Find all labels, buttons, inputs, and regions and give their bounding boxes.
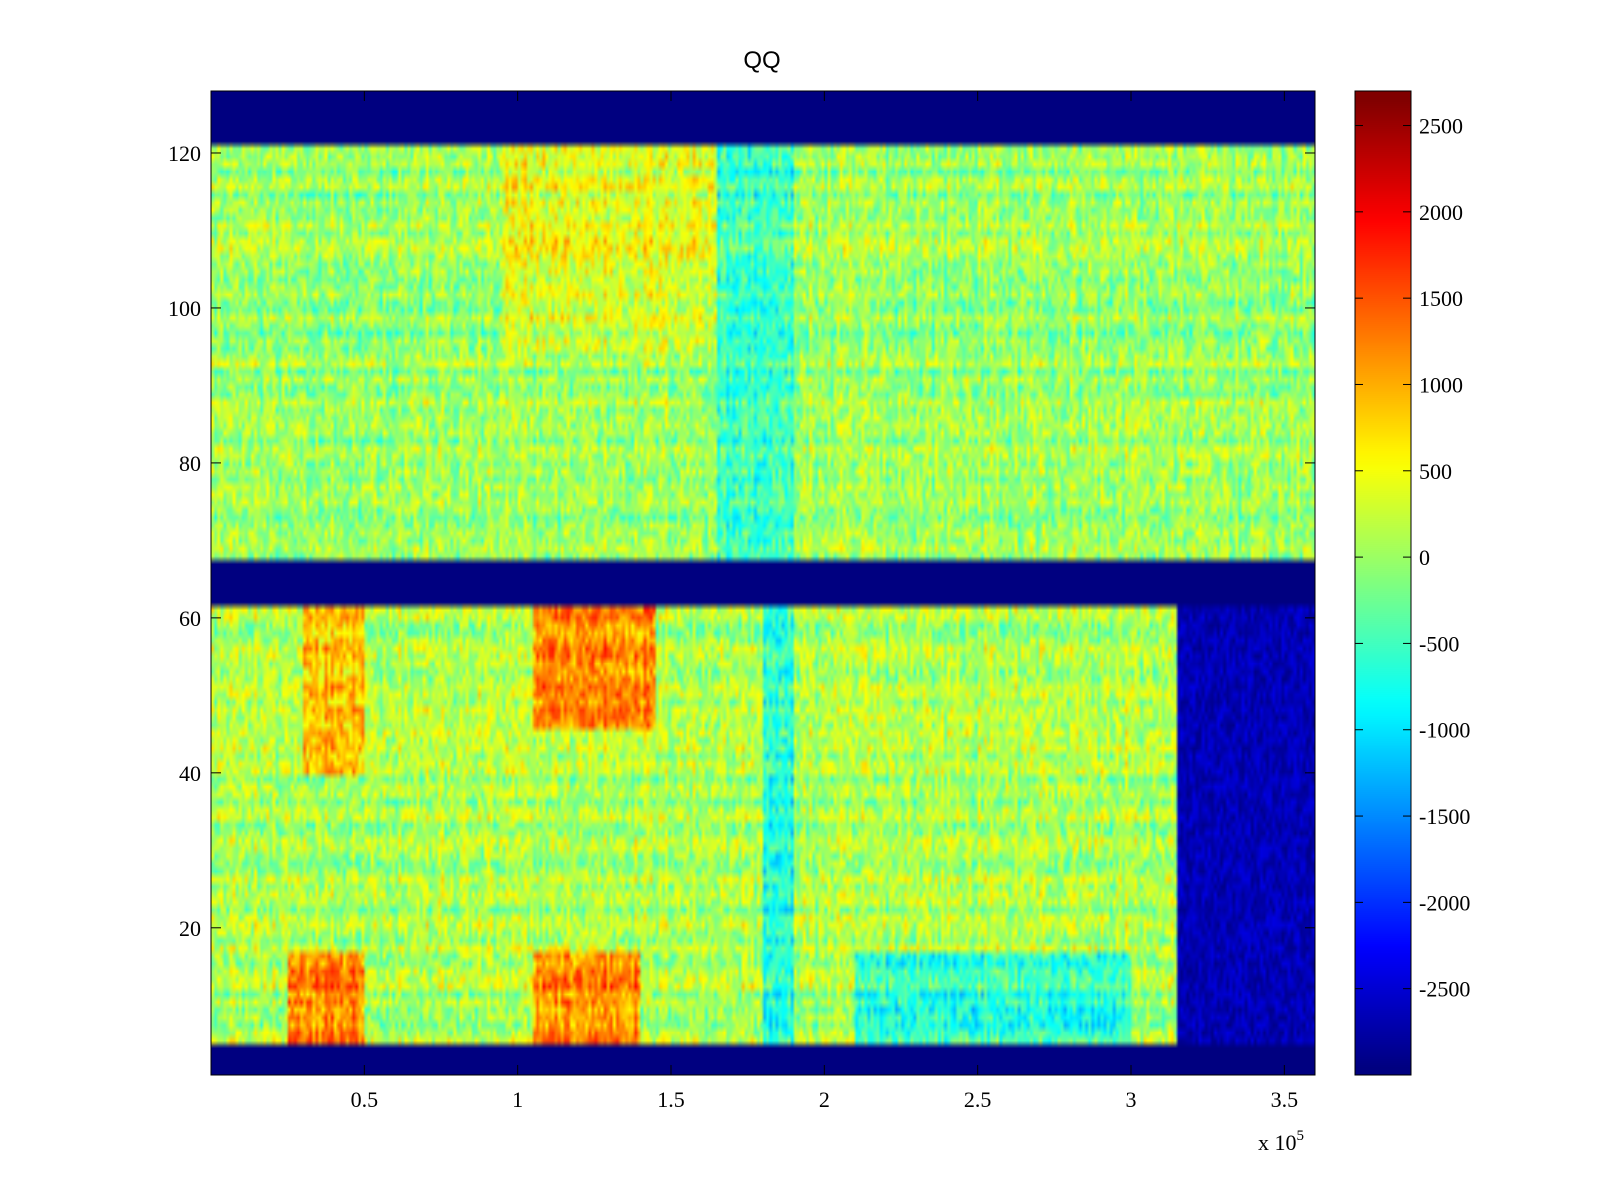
- x-tick-label: 3: [1126, 1087, 1137, 1112]
- plot-frame: [210, 90, 1316, 1076]
- chart-title: QQ: [743, 47, 780, 74]
- x-tick-label: 0.5: [351, 1087, 379, 1112]
- heatmap-image: [211, 91, 1315, 1075]
- y-tick-label: 60: [179, 606, 201, 631]
- colorbar-tick-label: 2000: [1419, 200, 1463, 225]
- colorbar-tick-label: 0: [1419, 545, 1430, 570]
- y-axis: 20 40 60 80 100 120: [168, 141, 1315, 941]
- colorbar-image: [1355, 91, 1411, 1075]
- y-tick-label: 80: [179, 451, 201, 476]
- colorbar-ticks: 2500 2000 1500 1000 500 0 -500 -1000 -1500 -2000 -…: [1355, 114, 1470, 1002]
- colorbar-tick-label: -1000: [1419, 718, 1470, 743]
- x-exponent-label: x 105: [1258, 1128, 1304, 1155]
- x-tick-label: 2.5: [964, 1087, 992, 1112]
- colorbar-tick-label: -1500: [1419, 804, 1470, 829]
- colorbar-tick-label: -2500: [1419, 977, 1470, 1002]
- x-tick-label: 2: [819, 1087, 830, 1112]
- colorbar-tick-label: 2500: [1419, 114, 1463, 139]
- y-tick-label: 120: [168, 141, 201, 166]
- y-tick-label: 100: [168, 296, 201, 321]
- colorbar-tick-label: 1500: [1419, 286, 1463, 311]
- x-axis: 0.5 1 1.5 2 2.5 3 3.5: [351, 91, 1299, 1112]
- colorbar-tick-label: 1000: [1419, 372, 1463, 397]
- x-exponent-power: 5: [1297, 1128, 1305, 1144]
- plot-area: 0.5 1 1.5 2 2.5 3 3.5 20 40 60 80 100 120 x 105: [168, 90, 1316, 1155]
- colorbar-tick-label: 500: [1419, 459, 1452, 484]
- x-exponent-base: x 10: [1258, 1130, 1297, 1155]
- x-tick-label: 1.5: [657, 1087, 685, 1112]
- colorbar-tick-label: -500: [1419, 631, 1459, 656]
- x-tick-label: 3.5: [1271, 1087, 1299, 1112]
- y-tick-label: 20: [179, 916, 201, 941]
- y-tick-label: 40: [179, 761, 201, 786]
- colorbar-frame: [1354, 90, 1412, 1076]
- colorbar: 2500 2000 1500 1000 500 0 -500 -1000 -1500 -2000 -…: [1354, 90, 1470, 1076]
- colorbar-tick-label: -2000: [1419, 890, 1470, 915]
- x-tick-label: 1: [512, 1087, 523, 1112]
